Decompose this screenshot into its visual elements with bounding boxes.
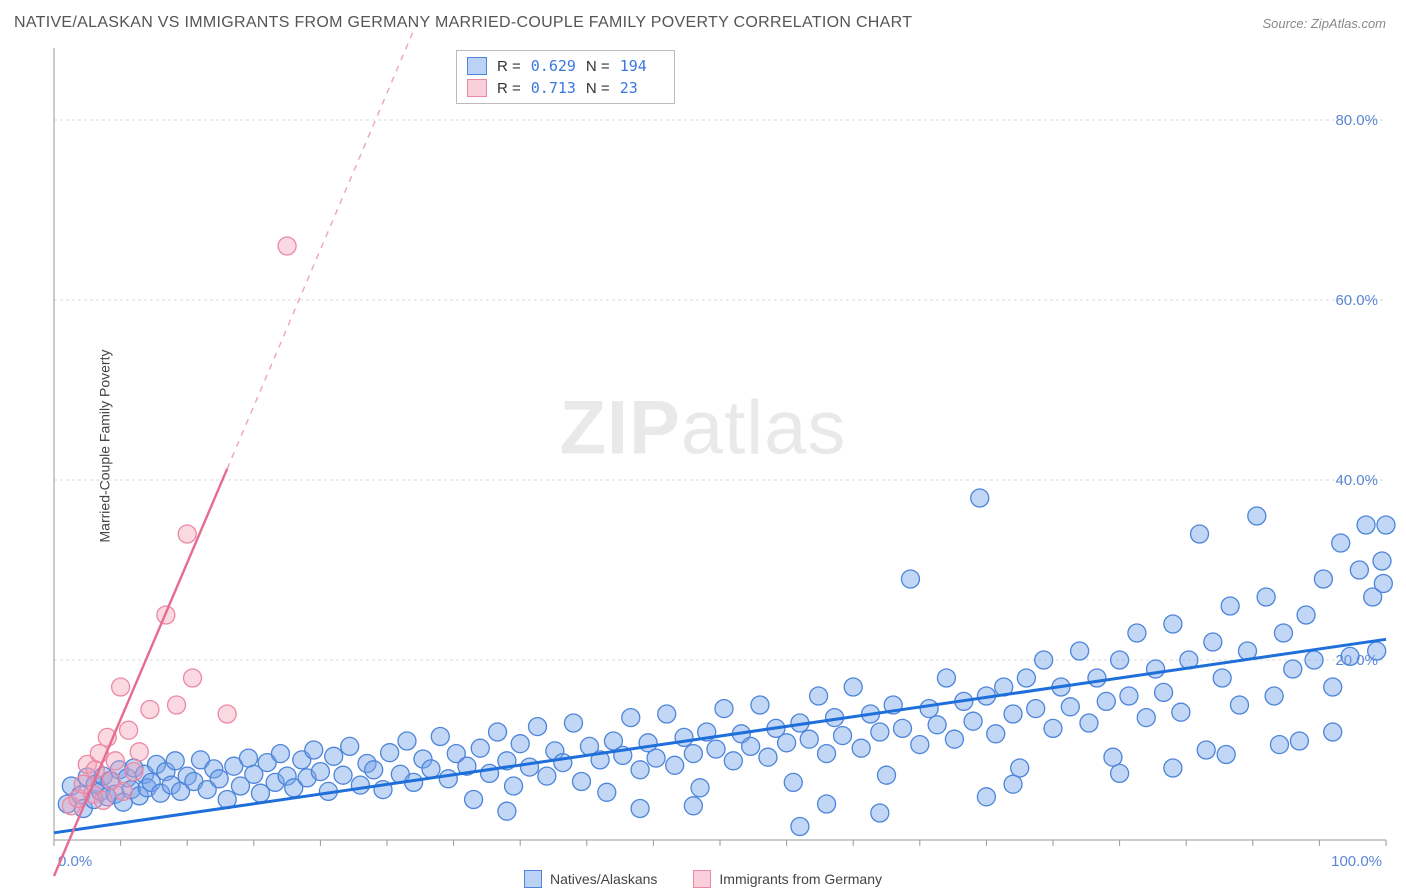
legend-label: Natives/Alaskans [550, 871, 657, 887]
n-value: 194 [620, 57, 664, 75]
series-legend: Natives/Alaskans Immigrants from Germany [524, 870, 882, 888]
legend-label: Immigrants from Germany [719, 871, 882, 887]
n-label: N = [586, 58, 610, 75]
svg-text:60.0%: 60.0% [1335, 292, 1378, 309]
legend-swatch [467, 57, 487, 75]
r-value: 0.713 [531, 79, 576, 97]
legend-swatch [467, 79, 487, 97]
r-label: R = [497, 80, 521, 97]
n-value: 23 [620, 79, 664, 97]
legend-item: Immigrants from Germany [693, 870, 882, 888]
chart-container: NATIVE/ALASKAN VS IMMIGRANTS FROM GERMAN… [0, 0, 1406, 892]
r-label: R = [497, 58, 521, 75]
legend-swatch [524, 870, 542, 888]
legend-item: Natives/Alaskans [524, 870, 657, 888]
correlation-legend: R = 0.629 N = 194 R = 0.713 N = 23 [456, 50, 675, 104]
n-label: N = [586, 80, 610, 97]
scatter-chart: 20.0%40.0%60.0%80.0%0.0%100.0% [0, 0, 1406, 892]
svg-text:80.0%: 80.0% [1335, 112, 1378, 129]
svg-text:40.0%: 40.0% [1335, 472, 1378, 489]
legend-row: R = 0.713 N = 23 [467, 77, 664, 99]
r-value: 0.629 [531, 57, 576, 75]
legend-swatch [693, 870, 711, 888]
svg-text:100.0%: 100.0% [1331, 853, 1382, 870]
legend-row: R = 0.629 N = 194 [467, 55, 664, 77]
